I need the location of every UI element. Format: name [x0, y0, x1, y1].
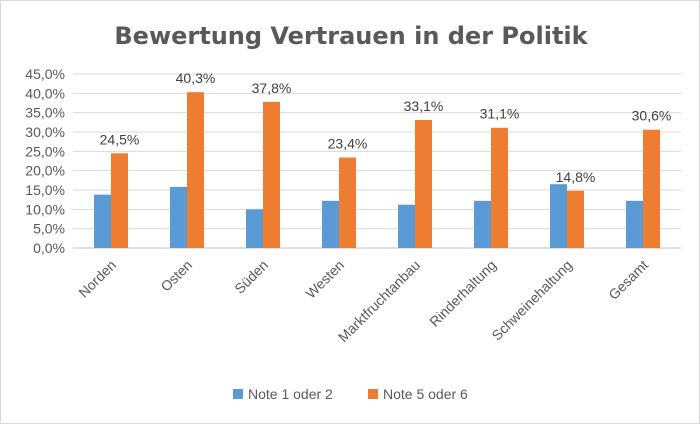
legend-label: Note 1 oder 2 — [248, 386, 333, 402]
x-category-label: Gesamt — [605, 257, 651, 303]
bar-note-1-2 — [398, 204, 415, 248]
y-tick-label: 20,0% — [25, 163, 65, 179]
bar-note-1-2 — [474, 200, 491, 248]
y-tick-label: 5,0% — [33, 221, 65, 237]
bar-note-5-6 — [415, 120, 432, 248]
legend-label: Note 5 oder 6 — [383, 386, 468, 402]
data-label: 14,8% — [556, 169, 596, 185]
bar-note-5-6 — [187, 92, 204, 248]
bar-note-1-2 — [626, 200, 643, 248]
bar-note-1-2 — [94, 194, 111, 248]
bar-note-5-6 — [111, 153, 128, 248]
x-category-label: Schweinehaltung — [488, 257, 575, 344]
y-tick-label: 30,0% — [25, 124, 65, 140]
legend-swatch — [368, 389, 378, 399]
data-label: 33,1% — [404, 98, 444, 114]
bar-note-5-6 — [643, 129, 660, 248]
data-label: 37,8% — [252, 80, 292, 96]
y-tick-label: 25,0% — [25, 143, 65, 159]
bar-note-5-6 — [339, 157, 356, 248]
bar-note-1-2 — [550, 184, 567, 248]
data-label: 24,5% — [100, 131, 140, 147]
legend-swatch — [233, 389, 243, 399]
bar-note-5-6 — [491, 127, 508, 248]
x-category-label: Rinderhaltung — [426, 257, 499, 330]
x-category-label: Marktfruchtanbau — [335, 257, 423, 345]
data-labels: 24,5% 40,3% 37,8% 23,4% 33,1% 31,1% 14,8% 30,6% — [100, 70, 672, 185]
y-axis: 0,0% 5,0% 10,0% 15,0% 20,0% 25,0% 30,0% 35,0% 40… — [25, 66, 65, 256]
bar-note-5-6 — [263, 101, 280, 248]
x-category-label: Süden — [231, 257, 271, 297]
y-tick-label: 10,0% — [25, 201, 65, 217]
x-category-label: Norden — [75, 257, 119, 301]
y-tick-label: 0,0% — [33, 240, 65, 256]
legend: Note 1 oder 2 Note 5 oder 6 — [233, 386, 468, 402]
bar-note-1-2 — [170, 186, 187, 248]
chart-title: Bewertung Vertrauen in der Politik — [114, 22, 588, 50]
bar-note-1-2 — [322, 200, 339, 248]
y-tick-label: 40,0% — [25, 85, 65, 101]
data-label: 23,4% — [328, 136, 368, 152]
gridlines — [73, 73, 681, 249]
y-tick-label: 35,0% — [25, 105, 65, 121]
y-tick-label: 15,0% — [25, 182, 65, 198]
y-tick-label: 45,0% — [25, 66, 65, 82]
bar-note-5-6 — [567, 190, 584, 248]
data-label: 30,6% — [632, 108, 672, 124]
data-label: 40,3% — [176, 70, 216, 86]
bar-note-1-2 — [246, 209, 263, 248]
x-category-label: Westen — [302, 257, 347, 302]
x-category-label: Osten — [157, 257, 195, 295]
data-label: 31,1% — [480, 106, 520, 122]
bars — [94, 92, 660, 248]
